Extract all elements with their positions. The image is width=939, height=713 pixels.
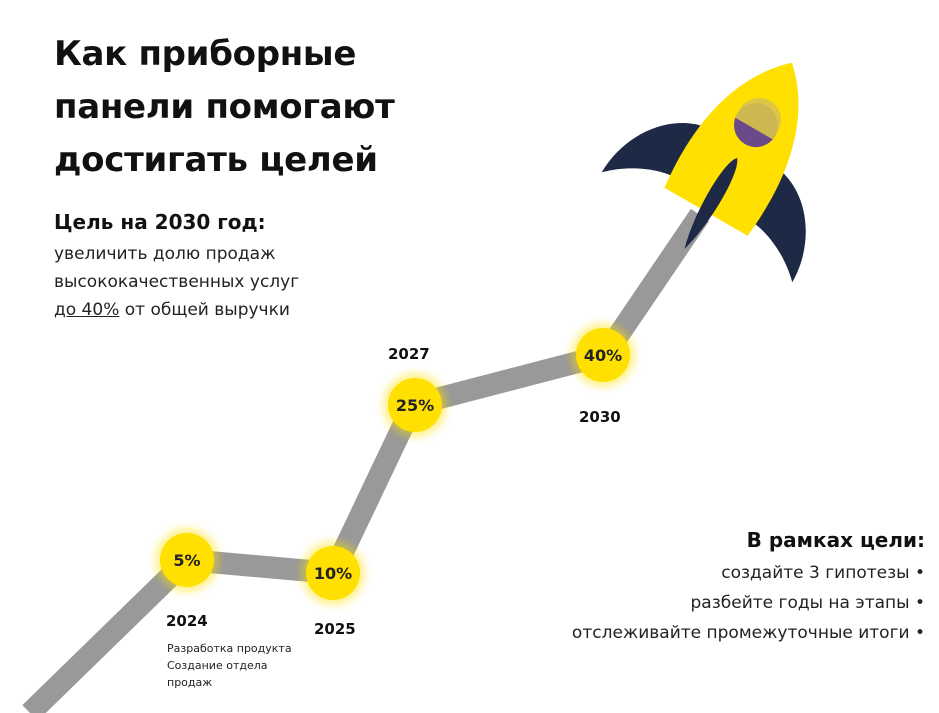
scope-item: отслеживайте промежуточные итоги • [571,623,925,643]
milestone-badge-2024: 5% [160,533,214,587]
milestone-year-2024: 2024 [166,612,208,630]
goal-line-3-rest: от общей выручки [119,300,290,320]
goal-line-3: до 40% от общей выручки [54,296,454,324]
goal-line-1: увеличить долю продаж [54,244,276,264]
scope-item: создайте 3 гипотезы • [721,563,925,583]
milestone-year-2030: 2030 [579,408,621,426]
note-line: Разработка продукта [167,642,292,655]
goal-target-value: до 40% [54,300,120,320]
milestone-year-2025: 2025 [314,620,356,638]
rocket-fin-left [601,122,701,176]
scope-heading: В рамках цели: [746,528,925,552]
page-title: Как приборные панели помогают достигать … [54,34,395,180]
goal-heading: Цель на 2030 год: [54,210,266,234]
rocket-fin-right [754,173,806,283]
milestone-year-2027: 2027 [388,345,430,363]
rocket-window-shine [734,97,781,140]
goal-line-2: высококачественных услуг [54,272,300,292]
milestone-badge-2027: 25% [388,378,442,432]
goal-block: Цель на 2030 год: увеличить долю продаж … [54,210,454,324]
milestone-badge-2030: 40% [576,328,630,382]
note-line: продаж [167,676,213,689]
rocket-center-fin [684,158,738,249]
rocket-icon [601,62,806,283]
scope-item: разбейте годы на этапы • [690,593,925,613]
growth-path-line [22,208,710,713]
milestone-badge-2025: 10% [306,546,360,600]
milestone-note-2024: Разработка продукта Создание отдела прод… [167,640,307,691]
note-line: Создание отдела [167,659,268,672]
scope-block: В рамках цели: создайте 3 гипотезы • раз… [572,528,925,648]
